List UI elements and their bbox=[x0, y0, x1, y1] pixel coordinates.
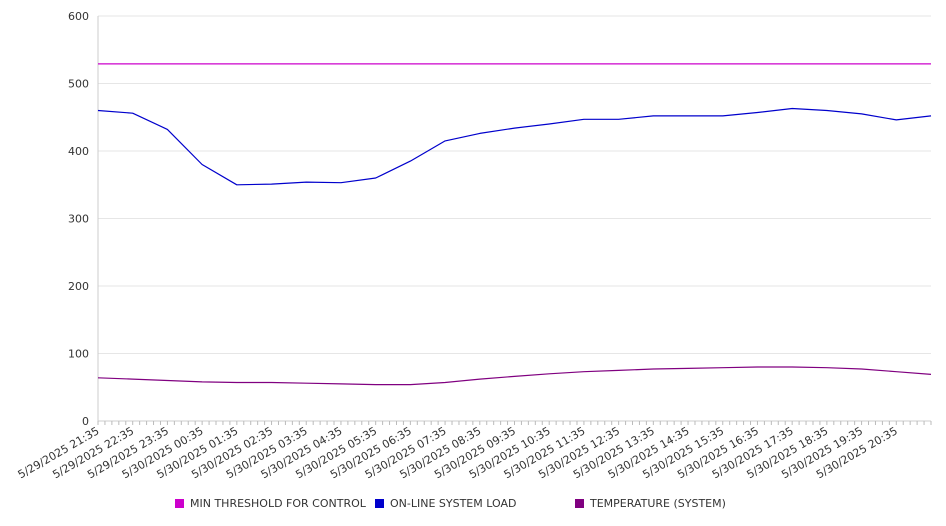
legend-label-threshold: MIN THRESHOLD FOR CONTROL bbox=[190, 497, 366, 510]
y-tick-label-200: 200 bbox=[68, 280, 89, 293]
legend-swatch-threshold bbox=[175, 499, 184, 508]
series-lines bbox=[97, 63, 932, 386]
y-tick-labels: 0 100 200 300 400 500 600 bbox=[68, 10, 89, 428]
y-tick-label-500: 500 bbox=[68, 78, 89, 91]
legend-label-temperature: TEMPERATURE (SYSTEM) bbox=[590, 497, 726, 510]
y-tick-label-400: 400 bbox=[68, 145, 89, 158]
series-line-system-load bbox=[97, 107, 932, 186]
y-tick-label-0: 0 bbox=[82, 415, 89, 428]
legend-item-system-load: ON-LINE SYSTEM LOAD bbox=[375, 497, 516, 510]
legend-swatch-system-load bbox=[375, 499, 384, 508]
y-tick-label-100: 100 bbox=[68, 348, 89, 361]
axes bbox=[97, 16, 932, 425]
gridlines bbox=[98, 15, 931, 354]
y-tick-label-600: 600 bbox=[68, 10, 89, 23]
legend-item-temperature: TEMPERATURE (SYSTEM) bbox=[575, 497, 726, 510]
legend-swatch-temperature bbox=[575, 499, 584, 508]
series-line-temperature bbox=[97, 366, 932, 386]
legend-label-system-load: ON-LINE SYSTEM LOAD bbox=[390, 497, 517, 510]
legend: MIN THRESHOLD FOR CONTROL ON-LINE SYSTEM… bbox=[0, 497, 946, 513]
y-tick-label-300: 300 bbox=[68, 213, 89, 226]
legend-item-threshold: MIN THRESHOLD FOR CONTROL bbox=[175, 497, 366, 510]
x-tick-labels: 5/29/2025 21:355/29/2025 22:355/29/2025 … bbox=[16, 424, 900, 481]
